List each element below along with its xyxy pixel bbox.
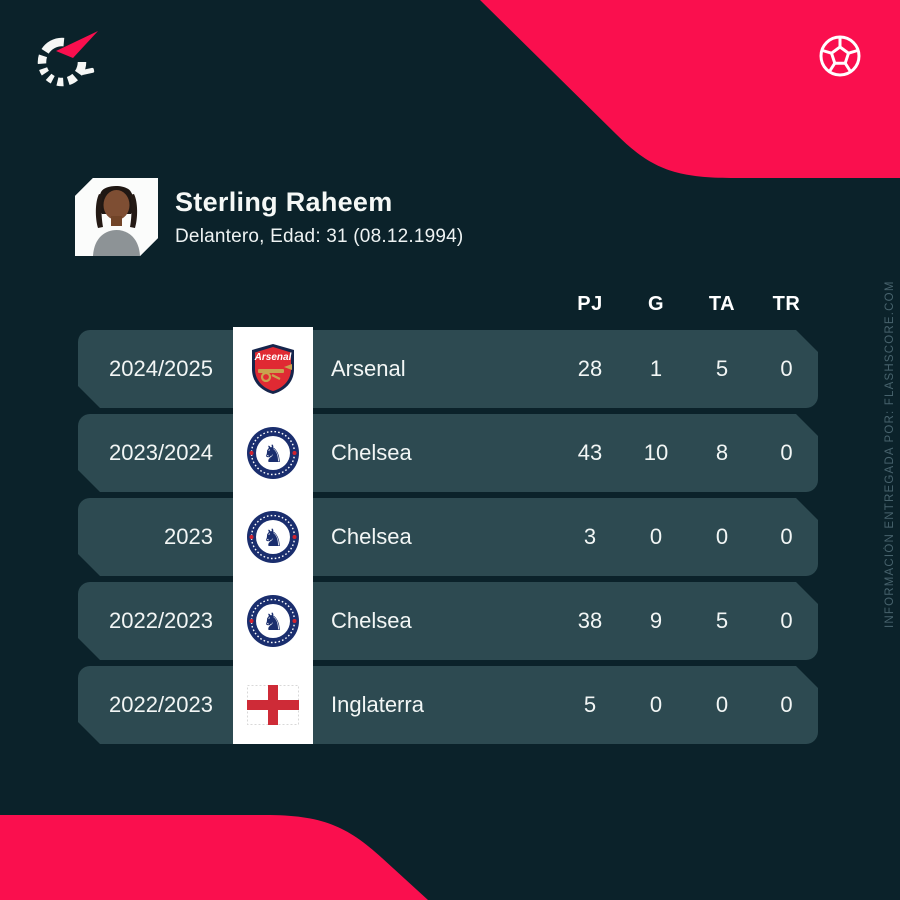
stat-pj: 43 [577, 440, 603, 465]
stat-tr: 0 [780, 524, 793, 549]
stat-tr: 0 [780, 692, 793, 717]
chelsea-crest-icon: ♞ [247, 595, 299, 647]
season-cell: 2023 [164, 524, 213, 549]
stat-tr: 0 [780, 608, 793, 633]
stat-g: 9 [649, 608, 663, 633]
chelsea-crest-icon: ♞ [247, 511, 299, 563]
arsenal-crest-icon: Arsenal [252, 344, 294, 394]
stat-g: 0 [649, 692, 663, 717]
stat-g: 0 [649, 524, 663, 549]
team-cell: Inglaterra [331, 692, 424, 717]
player-meta: Delantero, Edad: 31 (08.12.1994) [175, 226, 464, 247]
stat-pj: 5 [583, 692, 597, 717]
stat-pj: 38 [577, 608, 603, 633]
stat-tr: 0 [780, 440, 793, 465]
badge-cell [233, 663, 313, 744]
team-cell: Chelsea [331, 524, 412, 549]
team-cell: Chelsea [331, 608, 412, 633]
soccer-ball-icon [817, 33, 863, 84]
player-avatar [75, 178, 158, 256]
table-row: 2023 ♞ Chelsea 3 0 0 0 [78, 495, 818, 579]
stat-ta: 0 [715, 692, 729, 717]
row-background [78, 330, 818, 408]
logo-needle-icon [56, 31, 98, 58]
badge-cell: ♞ [233, 411, 313, 495]
flashscore-logo [28, 24, 106, 97]
table-row: 2023/2024 ♞ Chelsea 43 10 8 0 [78, 411, 818, 495]
column-header-pj: PJ [577, 293, 603, 315]
season-cell: 2024/2025 [109, 356, 213, 381]
attribution-watermark: INFORMACIÓN ENTREGADA POR: FLASHSCORE.CO… [884, 280, 896, 628]
table-row: 2024/2025 Arsenal Arsenal 28 1 5 0 [78, 327, 818, 411]
svg-text:♞: ♞ [262, 525, 284, 552]
season-cell: 2023/2024 [109, 440, 213, 465]
stat-ta: 5 [715, 356, 729, 381]
svg-text:Arsenal: Arsenal [254, 352, 292, 363]
chelsea-crest-icon: ♞ [247, 427, 299, 479]
table-row: 2022/2023 Inglaterra 5 0 0 0 [78, 663, 818, 744]
stat-ta: 8 [715, 440, 729, 465]
stat-pj: 28 [577, 356, 603, 381]
badge-cell: ♞ [233, 579, 313, 663]
column-header-ta: TA [708, 293, 736, 315]
row-background [78, 582, 818, 660]
stat-pj: 3 [583, 524, 597, 549]
column-header-tr: TR [772, 293, 801, 315]
stat-g: 10 [643, 440, 669, 465]
england-flag-icon [247, 685, 299, 725]
row-background [78, 498, 818, 576]
row-background [78, 666, 818, 744]
stat-g: 1 [649, 356, 663, 381]
season-stats-table: PJ G TA TR 2024/2025 Arsenal Arsenal [78, 284, 818, 750]
team-cell: Chelsea [331, 440, 412, 465]
svg-text:♞: ♞ [262, 441, 284, 468]
stat-tr: 0 [780, 356, 793, 381]
svg-text:♞: ♞ [262, 609, 284, 636]
season-cell: 2022/2023 [109, 692, 213, 717]
table-row: 2022/2023 ♞ Chelsea 38 9 5 0 [78, 579, 818, 663]
row-background [78, 414, 818, 492]
badge-cell: ♞ [233, 495, 313, 579]
column-header-g: G [647, 293, 665, 315]
team-cell: Arsenal [331, 356, 406, 381]
stat-ta: 0 [715, 524, 729, 549]
stat-ta: 5 [715, 608, 729, 633]
table-header: PJ G TA TR [78, 284, 818, 324]
player-name: Sterling Raheem [175, 187, 393, 217]
season-cell: 2022/2023 [109, 608, 213, 633]
badge-cell: Arsenal [233, 327, 313, 411]
